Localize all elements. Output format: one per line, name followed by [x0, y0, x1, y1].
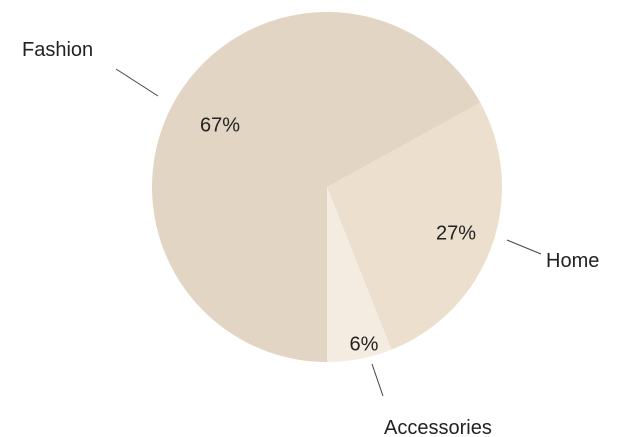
data-label-fashion: 67% — [200, 114, 240, 136]
category-label-fashion: Fashion — [22, 39, 93, 61]
data-label-home: 27% — [436, 222, 476, 244]
pie-slice-home — [327, 102, 502, 350]
leader-line-home — [506, 239, 542, 255]
leader-line-accessories — [371, 363, 384, 397]
category-label-accessories: Accessories — [384, 417, 492, 437]
pie-slice-fashion — [152, 11, 481, 362]
pie-labels: 67% Fashion 27% Home 6% Accessories — [22, 39, 599, 437]
pie-slice-accessories — [327, 187, 392, 362]
category-label-home: Home — [546, 250, 599, 272]
leader-line-fashion — [115, 68, 159, 97]
pie-slices — [152, 11, 502, 362]
data-label-accessories: 6% — [350, 333, 379, 355]
